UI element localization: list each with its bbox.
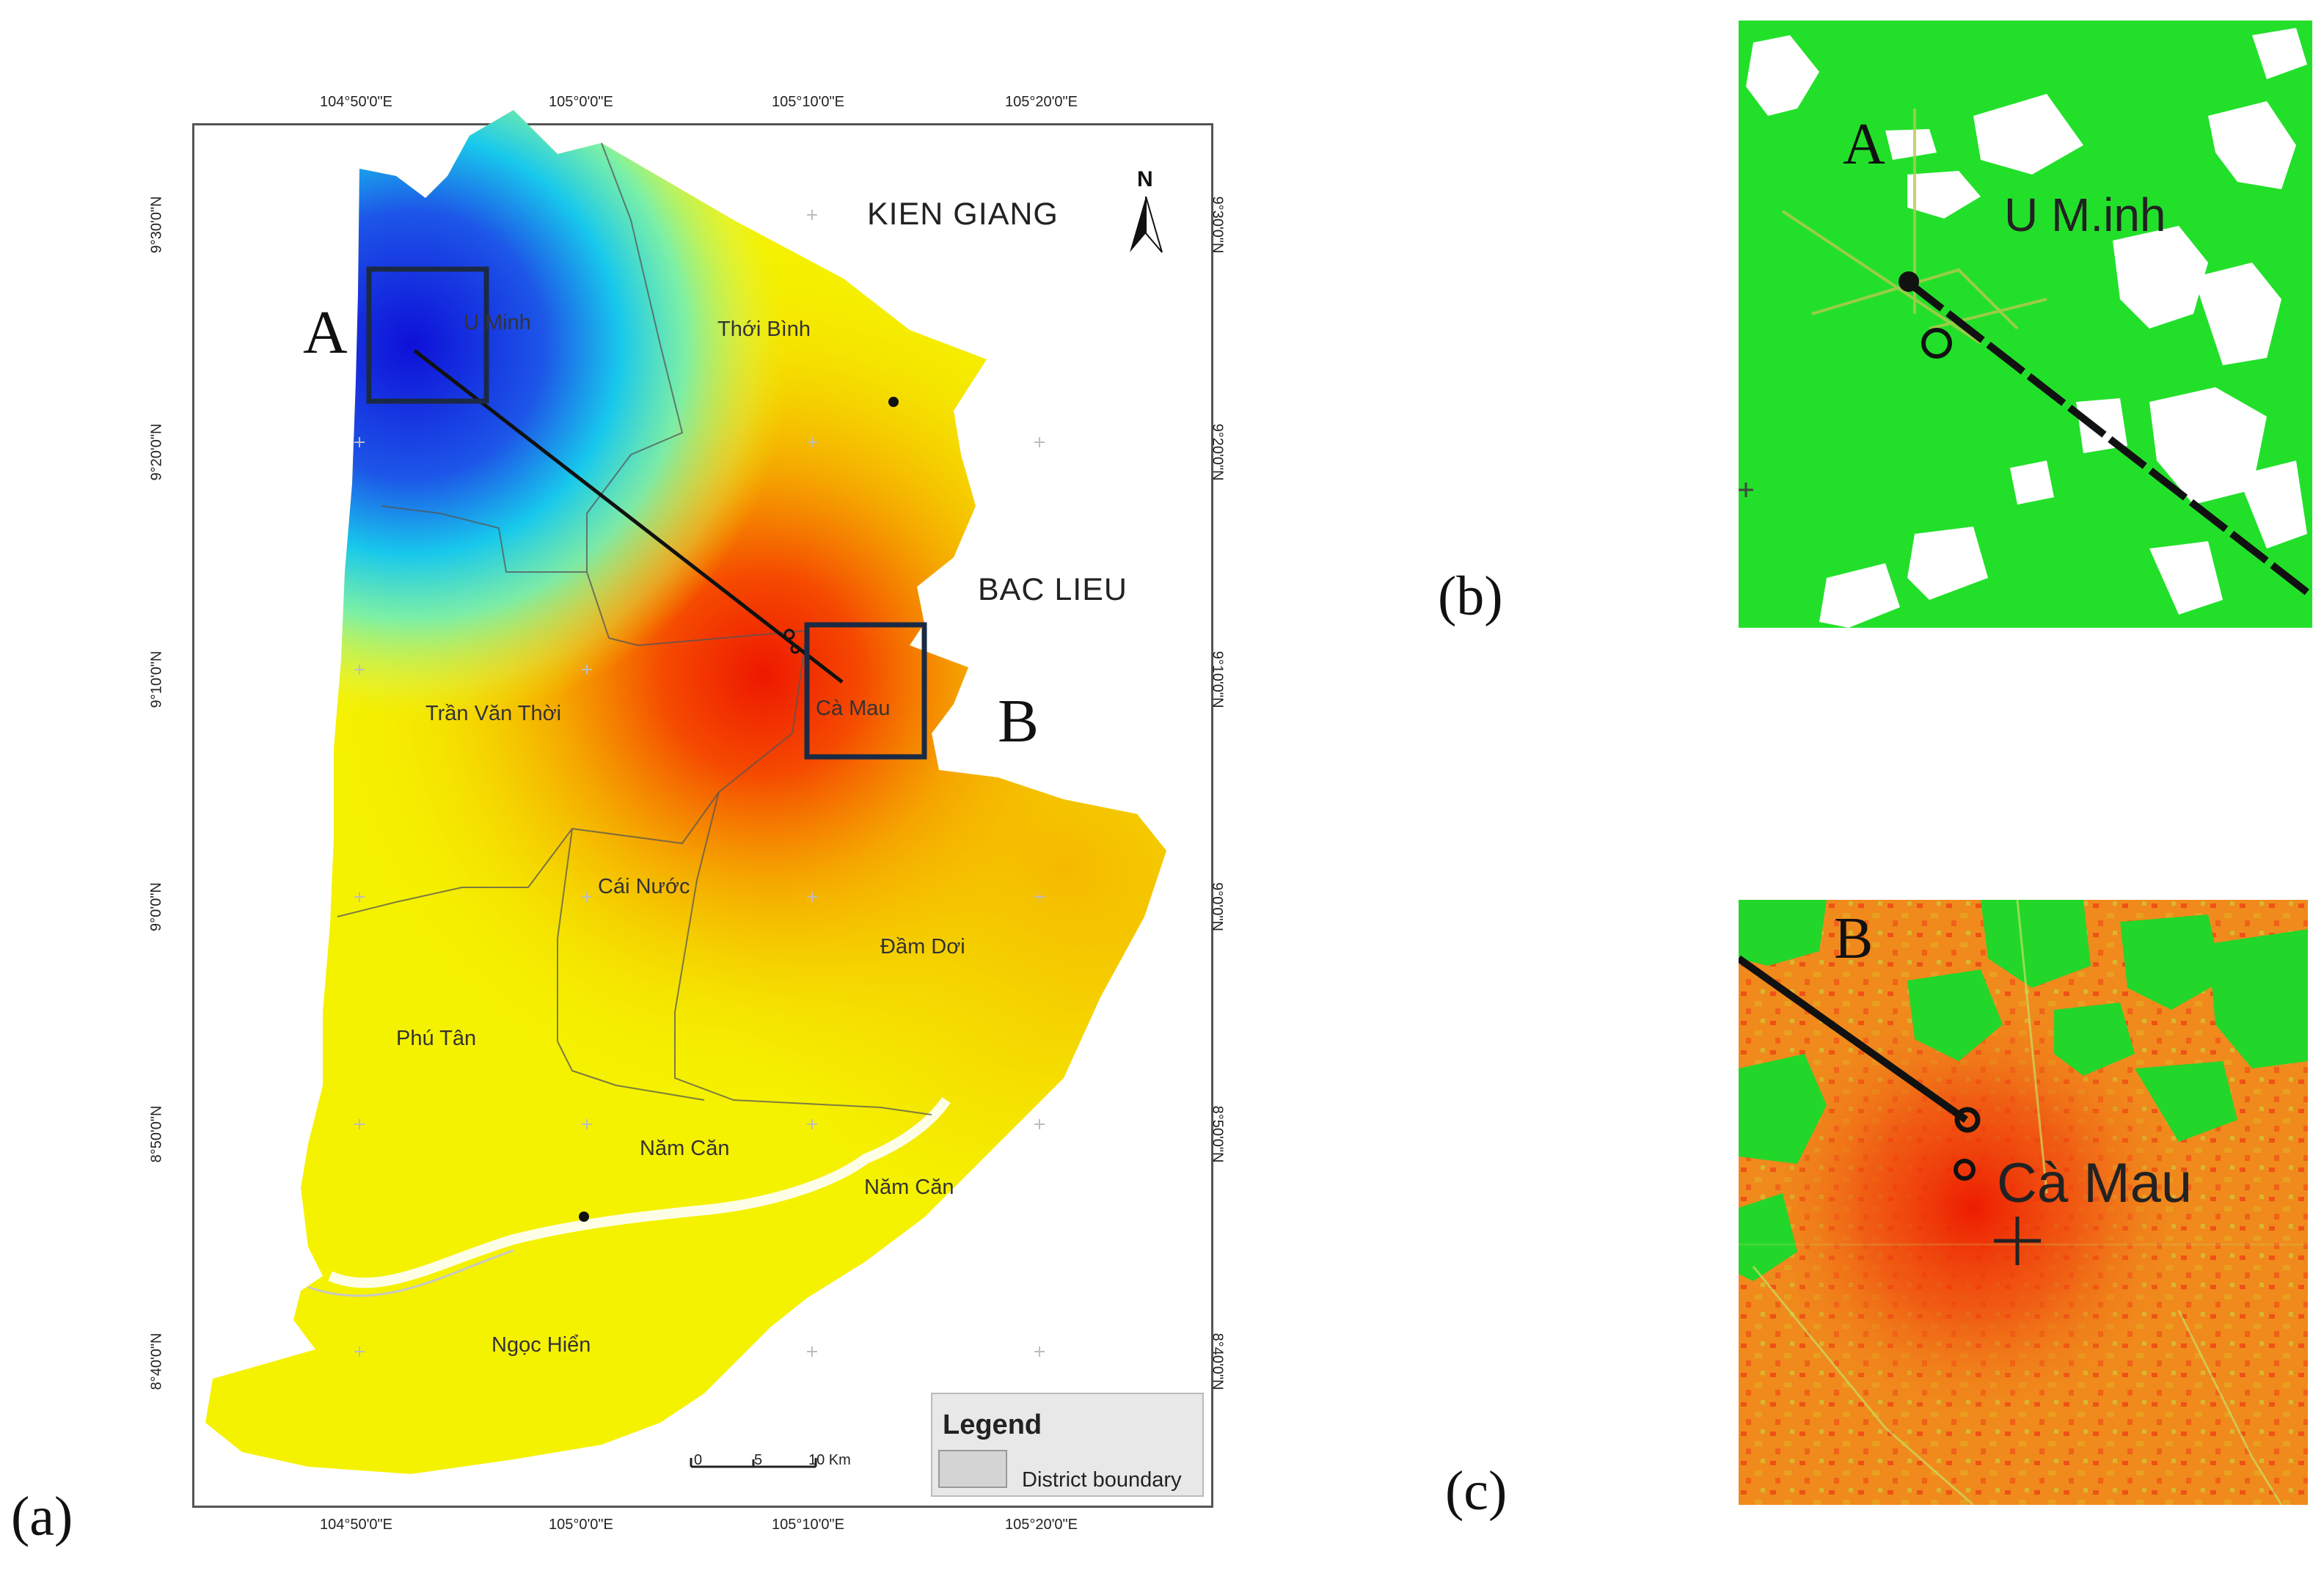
inset-b <box>1739 21 2312 628</box>
legend-item-district-boundary: District boundary <box>1022 1468 1182 1492</box>
transect-line <box>413 349 844 683</box>
scale-bar <box>690 1458 817 1468</box>
legend-swatch <box>938 1450 1007 1488</box>
district-label-cai-nuoc: Cái Nước <box>598 875 690 898</box>
inset-c-label: B <box>1834 906 1874 971</box>
map-frame <box>192 123 1213 1508</box>
province-label-kien-giang: KIEN GIANG <box>867 197 1059 232</box>
box-label-b: B <box>998 687 1039 755</box>
north-arrow-label: N <box>1137 167 1153 191</box>
inset-c <box>1739 900 2308 1505</box>
north-arrow-icon <box>1130 196 1163 253</box>
panel-label-c: (c) <box>1445 1460 1508 1522</box>
lon-tick-top-3: 105°10'0"E <box>772 94 844 110</box>
lon-tick-bottom-1: 104°50'0"E <box>320 1517 392 1533</box>
district-label-ngoc-hien: Ngọc Hiển <box>492 1333 591 1357</box>
panel-label-a: (a) <box>11 1486 73 1547</box>
lon-tick-bottom-3: 105°10'0"E <box>772 1517 844 1533</box>
inset-c-place-label: Cà Mau <box>1997 1152 2193 1214</box>
district-label-nam-can-2: Năm Căn <box>864 1176 954 1199</box>
lon-tick-bottom-2: 105°0'0"E <box>549 1517 613 1533</box>
district-label-dam-doi: Đầm Dơi <box>880 935 965 959</box>
lon-tick-top-1: 104°50'0"E <box>320 94 392 110</box>
district-label-phu-tan: Phú Tân <box>396 1027 477 1050</box>
scale-label-5: 5 <box>754 1452 763 1468</box>
river <box>328 1096 951 1289</box>
box-a <box>366 266 489 404</box>
lon-tick-top-2: 105°0'0"E <box>549 94 613 110</box>
lon-tick-top-4: 105°20'0"E <box>1005 94 1078 110</box>
province-label-bac-lieu: BAC LIEU <box>978 572 1128 607</box>
scale-label-0: 0 <box>694 1452 703 1468</box>
district-label-u-minh: U Minh <box>464 311 531 334</box>
lon-tick-bottom-4: 105°20'0"E <box>1005 1517 1078 1533</box>
heatmap-svg <box>205 110 1204 1497</box>
box-b <box>804 622 927 760</box>
district-label-tran-van-thoi: Trần Văn Thời <box>425 702 562 725</box>
box-label-a: A <box>303 298 348 367</box>
inset-b-label: A <box>1843 112 1885 177</box>
district-label-ca-mau: Cà Mau <box>816 697 891 720</box>
inset-b-place-label: U M.inh <box>2004 188 2166 241</box>
scale-label-10: 10 Km <box>808 1452 851 1468</box>
panel-label-b: (b) <box>1438 565 1503 627</box>
district-label-thoi-binh: Thới Bình <box>717 318 811 341</box>
district-label-nam-can-1: Năm Căn <box>640 1137 730 1160</box>
legend-title: Legend <box>943 1410 1042 1440</box>
